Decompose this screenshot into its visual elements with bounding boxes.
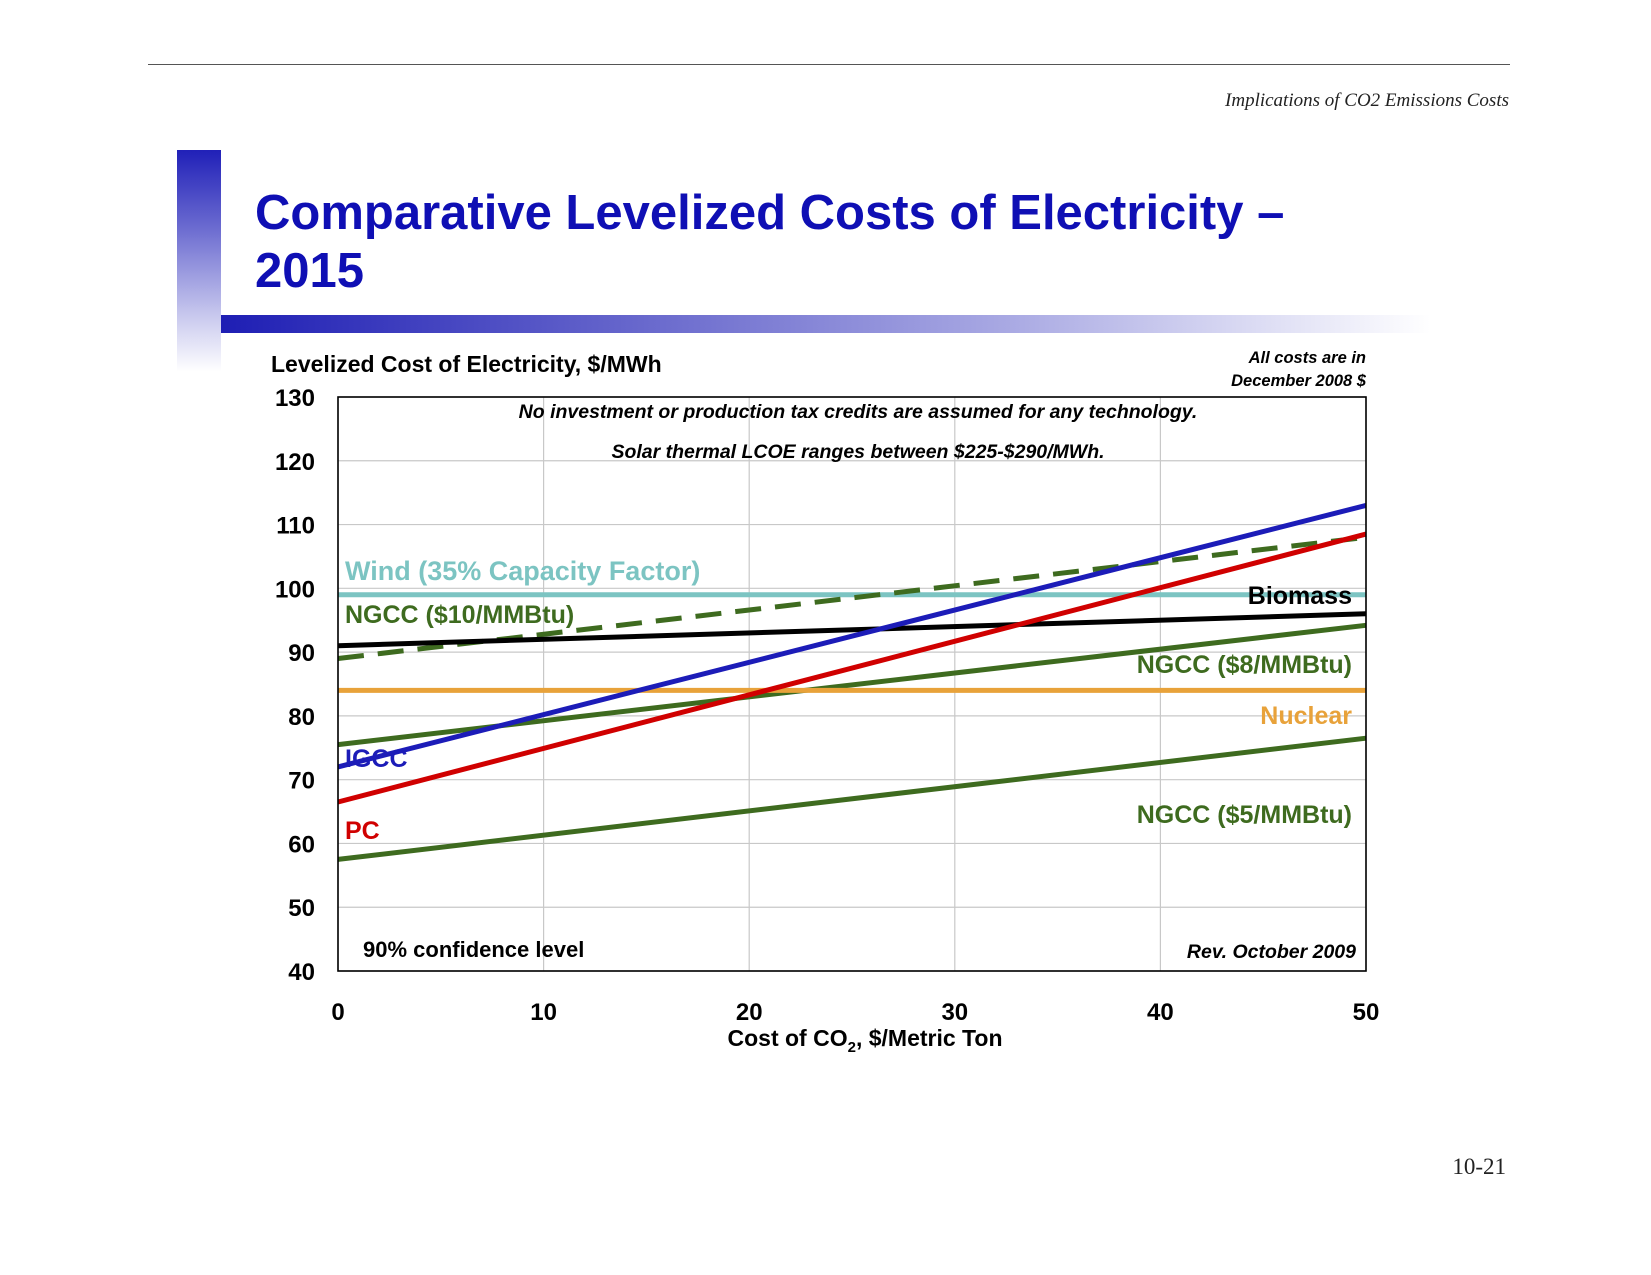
- y-tick-label: 130: [275, 385, 315, 412]
- x-axis-label-subscript: 2: [848, 1039, 856, 1056]
- x-tick-label: 0: [331, 999, 344, 1026]
- plot-frame: [337, 396, 1367, 972]
- y-axis-label: Levelized Cost of Electricity, $/MWh: [271, 351, 662, 377]
- y-tick-label: 80: [288, 704, 315, 731]
- tax-credit-note: No investment or production tax credits …: [519, 401, 1198, 423]
- revision-note: Rev. October 2009: [1187, 941, 1356, 963]
- label-nuclear: Nuclear: [1260, 702, 1352, 730]
- x-tick-label: 20: [736, 999, 763, 1026]
- y-tick-label: 120: [275, 449, 315, 476]
- series-line-ngcc-5-mmbtu: [337, 735, 1367, 862]
- x-axis-label-suffix: , $/Metric Ton: [856, 1025, 1003, 1051]
- y-tick-label: 40: [288, 959, 315, 986]
- y-tick-label: 50: [288, 895, 315, 922]
- x-tick-label: 40: [1147, 999, 1174, 1026]
- x-tick-label: 10: [530, 999, 557, 1026]
- x-tick-label: 30: [941, 999, 968, 1026]
- label-wind: Wind (35% Capacity Factor): [345, 556, 700, 586]
- header-rule: [148, 64, 1510, 65]
- title-underline: [221, 315, 1431, 333]
- slide-title: Comparative Levelized Costs of Electrici…: [255, 186, 1285, 298]
- label-biomass: Biomass: [1248, 582, 1352, 610]
- running-header: Implications of CO2 Emissions Costs: [1225, 90, 1509, 111]
- y-tick-label: 100: [275, 576, 315, 603]
- y-tick-label: 60: [288, 831, 315, 858]
- y-tick-label: 70: [288, 768, 315, 795]
- title-accent-bar: [177, 150, 221, 372]
- label-igcc: IGCC: [345, 745, 408, 773]
- confidence-note: 90% confidence level: [363, 937, 584, 962]
- x-axis-label: Cost of CO2, $/Metric Ton: [728, 1025, 1003, 1056]
- label-ngcc-5: NGCC ($5/MMBtu): [1137, 801, 1352, 829]
- label-pc: PC: [345, 817, 380, 845]
- y-tick-labels: 40 50 60 70 80 90 100 110 120 130: [275, 385, 315, 986]
- series-layer: [337, 502, 1367, 862]
- units-note-line-1: All costs are in: [1248, 349, 1366, 367]
- x-tick-label: 50: [1353, 999, 1380, 1026]
- y-tick-label: 110: [276, 513, 315, 540]
- page-number: 10-21: [1452, 1154, 1506, 1179]
- series-line-biomass: [337, 611, 1367, 649]
- x-axis-label-main: Cost of CO: [728, 1025, 848, 1051]
- solar-note: Solar thermal LCOE ranges between $225-$…: [611, 441, 1104, 463]
- label-ngcc-8: NGCC ($8/MMBtu): [1137, 651, 1352, 679]
- series-line-pc: [337, 531, 1367, 805]
- label-ngcc-10: NGCC ($10/MMBtu): [345, 601, 574, 629]
- x-tick-labels: 0 10 20 30 40 50: [331, 999, 1379, 1026]
- y-tick-label: 90: [288, 640, 315, 667]
- series-line-igcc: [337, 502, 1367, 770]
- units-note-line-2: December 2008 $: [1231, 372, 1367, 390]
